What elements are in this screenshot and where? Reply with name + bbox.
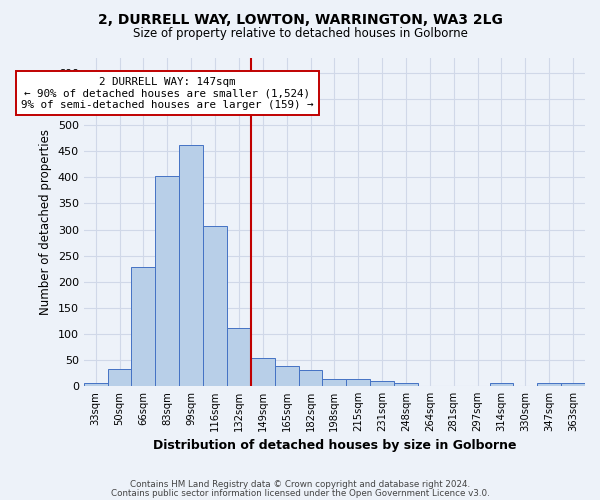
Bar	[561, 384, 585, 386]
Bar	[537, 384, 561, 386]
Text: 2 DURRELL WAY: 147sqm
← 90% of detached houses are smaller (1,524)
9% of semi-de: 2 DURRELL WAY: 147sqm ← 90% of detached …	[21, 77, 314, 110]
Bar	[346, 378, 370, 386]
Bar	[84, 384, 107, 386]
Text: Contains HM Land Registry data © Crown copyright and database right 2024.: Contains HM Land Registry data © Crown c…	[130, 480, 470, 489]
Bar	[275, 366, 299, 386]
Bar	[227, 328, 251, 386]
Bar	[394, 384, 418, 386]
Bar	[155, 176, 179, 386]
Bar	[370, 380, 394, 386]
Text: 2, DURRELL WAY, LOWTON, WARRINGTON, WA3 2LG: 2, DURRELL WAY, LOWTON, WARRINGTON, WA3 …	[98, 12, 502, 26]
Bar	[179, 145, 203, 386]
Bar	[490, 384, 514, 386]
Bar	[251, 358, 275, 386]
Bar	[299, 370, 322, 386]
Bar	[322, 378, 346, 386]
Bar	[131, 267, 155, 386]
Bar	[107, 369, 131, 386]
Bar	[203, 226, 227, 386]
X-axis label: Distribution of detached houses by size in Golborne: Distribution of detached houses by size …	[152, 440, 516, 452]
Text: Contains public sector information licensed under the Open Government Licence v3: Contains public sector information licen…	[110, 488, 490, 498]
Text: Size of property relative to detached houses in Golborne: Size of property relative to detached ho…	[133, 28, 467, 40]
Y-axis label: Number of detached properties: Number of detached properties	[39, 128, 52, 314]
